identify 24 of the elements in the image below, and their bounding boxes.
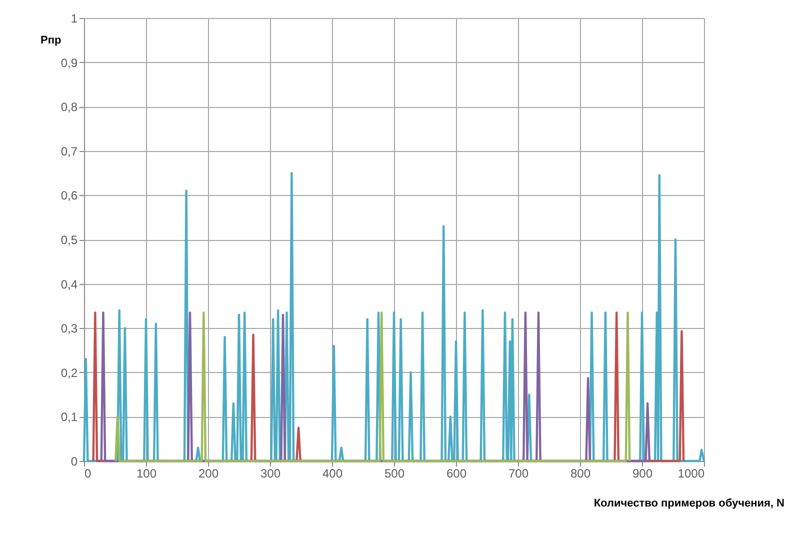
x-tick-label: 800: [570, 466, 591, 480]
x-tick-label: 200: [198, 466, 219, 480]
x-axis-title: Количество примеров обучения, N: [594, 498, 785, 510]
y-tick-label: 0,5: [60, 233, 78, 247]
y-tick-label: 0: [70, 454, 78, 468]
y-tick-label: 0,4: [60, 277, 78, 292]
y-axis-title: Рпр: [40, 34, 62, 46]
y-tick-label: 1: [70, 12, 78, 26]
y-tick-label: 0,3: [60, 322, 78, 336]
x-tick-label: 700: [508, 466, 529, 480]
x-tick-label: 1000: [678, 466, 705, 480]
y-tick-label: 0,6: [60, 188, 78, 203]
y-tick-label: 0,8: [60, 100, 78, 114]
x-tick-label: 500: [384, 466, 405, 480]
x-tick-label: 400: [322, 466, 343, 480]
x-tick-label: 900: [632, 466, 653, 480]
x-tick-label: 100: [136, 466, 157, 480]
x-tick-label: 600: [446, 466, 467, 480]
y-tick-label: 0,9: [60, 56, 78, 70]
y-tick-label: 0,2: [60, 366, 78, 380]
y-tick-label: 0,1: [60, 410, 78, 424]
x-tick-label: 0: [84, 466, 92, 480]
y-tick-label: 0,7: [60, 144, 78, 158]
x-tick-label: 300: [260, 466, 281, 480]
